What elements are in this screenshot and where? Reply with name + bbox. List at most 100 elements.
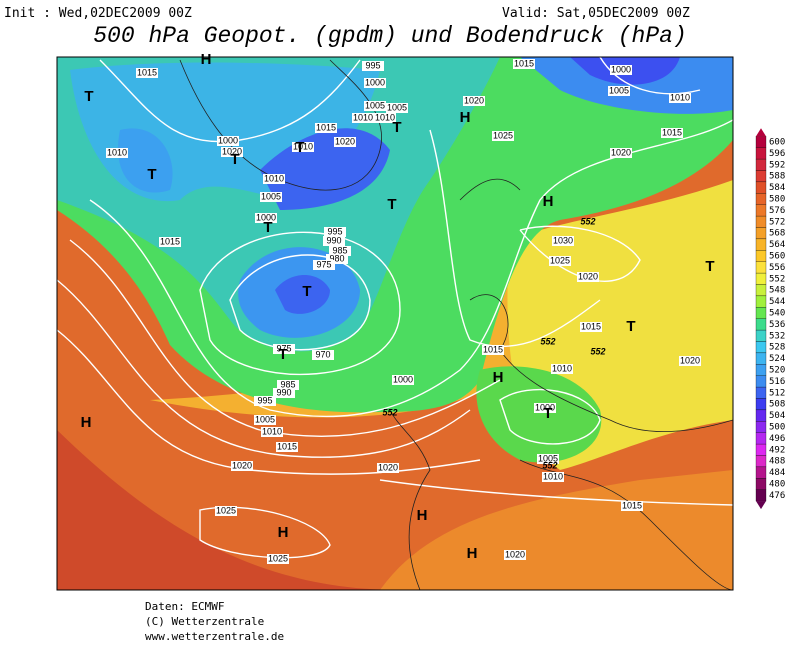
colorbar-label: 572 bbox=[769, 217, 785, 227]
label-bg bbox=[364, 78, 386, 88]
colorbar-swatch bbox=[755, 466, 767, 479]
low-marker: T bbox=[392, 119, 401, 136]
init-time: Init : Wed,02DEC2009 00Z bbox=[4, 6, 192, 21]
isobar-label: 1020 bbox=[464, 95, 484, 105]
colorbar-label: 524 bbox=[769, 354, 785, 364]
colorbar-swatch bbox=[755, 250, 767, 262]
label-bg bbox=[552, 236, 574, 246]
isobar-label: 1015 bbox=[277, 441, 297, 451]
label-bg bbox=[254, 415, 276, 425]
isobar-label: 1000 bbox=[256, 212, 276, 222]
label-bg bbox=[261, 427, 283, 437]
isobar-label: 1005 bbox=[387, 102, 407, 112]
isobar-label: 1015 bbox=[160, 236, 180, 246]
colorbar-swatch bbox=[755, 272, 767, 285]
colorbar-swatch bbox=[755, 261, 767, 274]
label-bg bbox=[217, 136, 239, 146]
colorbar-swatch bbox=[755, 181, 767, 194]
isobar-label: 1005 bbox=[609, 85, 629, 95]
colorbar-swatch bbox=[755, 307, 767, 319]
colorbar-label: 592 bbox=[769, 160, 785, 170]
source: Daten: ECMWF bbox=[145, 600, 224, 613]
colorbar-label: 600 bbox=[769, 138, 785, 148]
colorbar-arrow bbox=[756, 501, 766, 510]
colorbar-label: 564 bbox=[769, 240, 785, 250]
isobar-label: 985 bbox=[332, 245, 347, 255]
isobar-label: 1015 bbox=[514, 58, 534, 68]
colorbar-swatch bbox=[755, 489, 767, 502]
label-bg bbox=[608, 86, 630, 96]
colorbar-label: 568 bbox=[769, 229, 785, 239]
isobar-label: 975 bbox=[276, 343, 291, 353]
low-marker: T bbox=[543, 405, 552, 422]
label-bg bbox=[362, 61, 384, 71]
label-bg bbox=[329, 246, 351, 256]
high-marker: H bbox=[81, 414, 92, 431]
label-bg bbox=[679, 356, 701, 366]
label-bg bbox=[159, 237, 181, 247]
colorbar-label: 528 bbox=[769, 343, 785, 353]
label-bg bbox=[537, 454, 559, 464]
isobar-label: 1005 bbox=[261, 191, 281, 201]
isobar-label: 1015 bbox=[316, 122, 336, 132]
isobar-label: 1005 bbox=[538, 453, 558, 463]
label-bg bbox=[273, 344, 295, 354]
isobar-label: 1025 bbox=[216, 505, 236, 515]
label-bg bbox=[621, 501, 643, 511]
low-marker: T bbox=[230, 151, 239, 168]
isobar-label: 1010 bbox=[552, 363, 572, 373]
colorbar-swatch bbox=[755, 238, 767, 251]
colorbar-label: 556 bbox=[769, 263, 785, 273]
colorbar-swatch bbox=[755, 215, 767, 228]
label-bg bbox=[534, 403, 556, 413]
isobar-label: 1010 bbox=[264, 173, 284, 183]
url: www.wetterzentrale.de bbox=[145, 630, 284, 643]
colorbar-label: 496 bbox=[769, 434, 785, 444]
colorbar-swatch bbox=[755, 443, 767, 456]
isobar-label: 1020 bbox=[611, 147, 631, 157]
colorbar-label: 596 bbox=[769, 149, 785, 159]
high-marker: H bbox=[543, 193, 554, 210]
isobar-label: 1020 bbox=[232, 460, 252, 470]
label-bg bbox=[392, 375, 414, 385]
colorbar-swatch bbox=[755, 227, 767, 240]
height-label: 552 bbox=[542, 460, 557, 470]
colorbar-label: 544 bbox=[769, 297, 785, 307]
isobar-label: 990 bbox=[276, 387, 291, 397]
label-bg bbox=[542, 472, 564, 482]
colorbar-label: 536 bbox=[769, 320, 785, 330]
label-bg bbox=[551, 364, 573, 374]
isobar-label: 1000 bbox=[535, 402, 555, 412]
colorbar-label: 532 bbox=[769, 331, 785, 341]
colorbar-swatch bbox=[755, 284, 767, 297]
isobar-label: 1005 bbox=[255, 414, 275, 424]
low-marker: T bbox=[295, 139, 304, 156]
low-marker: T bbox=[626, 318, 635, 335]
colorbar-swatch bbox=[755, 170, 767, 183]
height-label: 552 bbox=[580, 216, 595, 226]
isobar-label: 975 bbox=[316, 259, 331, 269]
colorbar-swatch bbox=[755, 421, 767, 433]
label-bg bbox=[277, 380, 299, 390]
low-marker: T bbox=[84, 88, 93, 105]
isobar-label: 980 bbox=[329, 253, 344, 263]
colorbar-swatch bbox=[755, 329, 767, 342]
height-label: 552 bbox=[382, 407, 397, 417]
label-bg bbox=[324, 227, 346, 237]
label-bg bbox=[669, 93, 691, 103]
label-bg bbox=[323, 236, 345, 246]
isobar-label: 1010 bbox=[262, 426, 282, 436]
high-marker: H bbox=[201, 51, 212, 68]
colorbar-swatch bbox=[755, 158, 767, 171]
colorbar-swatch bbox=[755, 386, 767, 399]
isobar-label: 985 bbox=[280, 379, 295, 389]
colorbar-swatch bbox=[755, 364, 767, 376]
title: 500 hPa Geopot. (gpdm) und Bodendruck (h… bbox=[93, 23, 687, 49]
label-bg bbox=[313, 260, 335, 270]
colorbar-swatch bbox=[755, 341, 767, 354]
colorbar-label: 484 bbox=[769, 468, 785, 478]
isobar-label: 1025 bbox=[268, 553, 288, 563]
isobar-label: 990 bbox=[326, 235, 341, 245]
isobar-label: 1020 bbox=[505, 549, 525, 559]
label-bg bbox=[254, 396, 276, 406]
